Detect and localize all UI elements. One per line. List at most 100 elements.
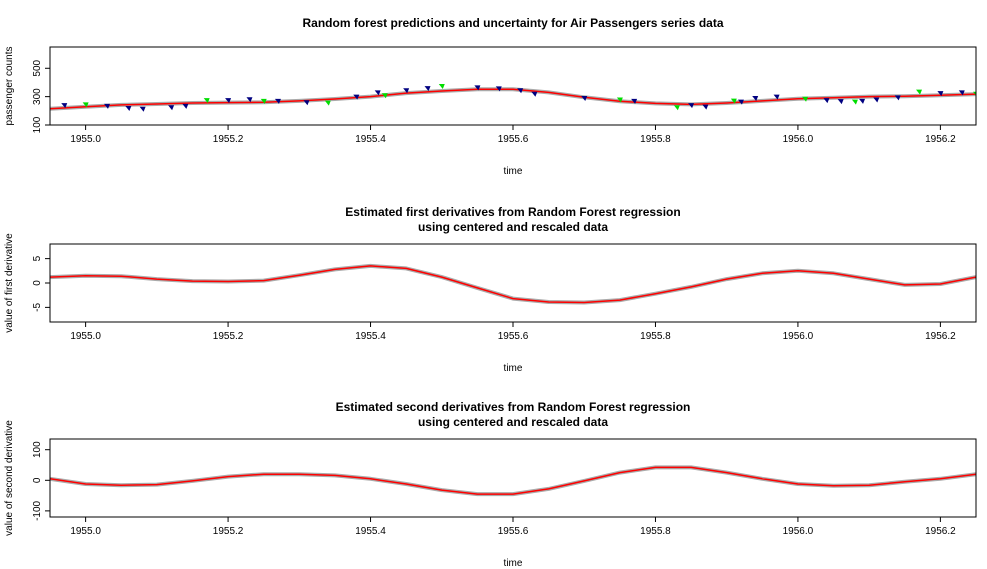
series-band	[50, 263, 976, 305]
x-tick-label: 1955.0	[70, 331, 101, 342]
data-point	[517, 88, 524, 94]
data-point	[851, 99, 858, 105]
y-axis-label: value of first derivative	[4, 233, 15, 333]
y-tick-label: 0	[32, 477, 43, 483]
data-point	[260, 98, 267, 104]
x-tick-label: 1955.8	[640, 134, 671, 145]
data-point	[730, 98, 737, 104]
chart-panel-3: Estimated second derivatives from Random…	[4, 400, 977, 569]
chart-title: using centered and rescaled data	[418, 220, 608, 234]
data-point	[916, 89, 923, 95]
data-point	[894, 95, 901, 101]
x-tick-label: 1955.8	[640, 331, 671, 342]
data-point	[303, 100, 310, 106]
data-point	[82, 102, 89, 108]
y-tick-label: -100	[32, 500, 43, 520]
chart-title: Random forest predictions and uncertaint…	[302, 16, 723, 30]
x-tick-label: 1955.6	[498, 526, 529, 537]
data-point	[802, 96, 809, 102]
data-point	[495, 86, 502, 92]
data-point	[324, 100, 331, 106]
data-point	[673, 105, 680, 111]
series-line	[50, 466, 976, 495]
data-point	[752, 96, 759, 102]
x-tick-label: 1956.2	[925, 526, 956, 537]
data-point	[353, 94, 360, 100]
data-point	[139, 106, 146, 112]
data-point	[823, 98, 830, 104]
plot-area	[50, 465, 976, 497]
plot-area	[50, 84, 976, 112]
y-axis-label: passenger counts	[4, 47, 15, 126]
chart-panel-2: Estimated first derivatives from Random …	[4, 205, 977, 374]
plot-area	[50, 263, 976, 305]
plot-frame	[49, 438, 977, 518]
data-point	[873, 97, 880, 103]
data-point	[958, 90, 965, 96]
chart-title: using centered and rescaled data	[418, 415, 608, 429]
data-point	[403, 88, 410, 94]
y-tick-label: 100	[32, 441, 43, 458]
x-axis-label: time	[504, 166, 523, 177]
x-tick-label: 1955.4	[355, 526, 386, 537]
data-point	[937, 91, 944, 97]
y-axis-label: value of second derivative	[4, 420, 15, 536]
y-tick-label: 5	[32, 255, 43, 261]
data-point	[103, 103, 110, 109]
x-tick-label: 1955.6	[498, 331, 529, 342]
data-point	[61, 103, 68, 109]
series-line	[50, 265, 976, 304]
x-tick-label: 1955.4	[355, 134, 386, 145]
data-point	[859, 98, 866, 104]
data-point	[702, 104, 709, 110]
data-point	[246, 97, 253, 103]
chart-title: Estimated first derivatives from Random …	[345, 205, 680, 219]
series-band	[50, 87, 976, 111]
chart-panel-1: Random forest predictions and uncertaint…	[4, 16, 977, 177]
data-point	[203, 98, 210, 104]
data-point	[616, 97, 623, 103]
x-tick-label: 1955.0	[70, 526, 101, 537]
data-point	[973, 91, 976, 96]
data-point	[381, 93, 388, 99]
data-point	[531, 91, 538, 97]
x-tick-label: 1955.2	[213, 134, 244, 145]
x-tick-label: 1955.8	[640, 526, 671, 537]
x-tick-label: 1956.0	[783, 526, 814, 537]
x-tick-label: 1955.2	[213, 526, 244, 537]
x-tick-label: 1956.2	[925, 331, 956, 342]
data-point	[837, 99, 844, 105]
x-tick-label: 1955.6	[498, 134, 529, 145]
chart-title: Estimated second derivatives from Random…	[336, 400, 691, 414]
y-tick-label: 0	[32, 280, 43, 286]
plot-frame	[49, 243, 977, 323]
data-point	[688, 103, 695, 109]
data-point	[225, 98, 232, 104]
x-tick-label: 1956.2	[925, 134, 956, 145]
x-tick-label: 1955.0	[70, 134, 101, 145]
data-point	[424, 86, 431, 92]
data-point	[374, 90, 381, 96]
x-tick-label: 1955.2	[213, 331, 244, 342]
data-point	[773, 94, 780, 100]
x-axis-label: time	[504, 558, 523, 569]
data-point	[182, 103, 189, 109]
data-point	[631, 98, 638, 104]
data-point	[274, 98, 281, 104]
x-tick-label: 1956.0	[783, 134, 814, 145]
series-line	[50, 88, 976, 110]
x-axis-label: time	[504, 363, 523, 374]
y-tick-label: -5	[32, 302, 43, 311]
data-point	[581, 96, 588, 102]
data-point	[168, 105, 175, 111]
data-point	[737, 99, 744, 105]
plot-frame	[49, 46, 977, 126]
data-point	[438, 84, 445, 89]
y-tick-label: 100	[32, 116, 43, 133]
data-point	[125, 105, 132, 111]
y-tick-label: 300	[32, 88, 43, 105]
data-point	[474, 85, 481, 91]
x-tick-label: 1956.0	[783, 331, 814, 342]
y-tick-label: 500	[32, 59, 43, 76]
